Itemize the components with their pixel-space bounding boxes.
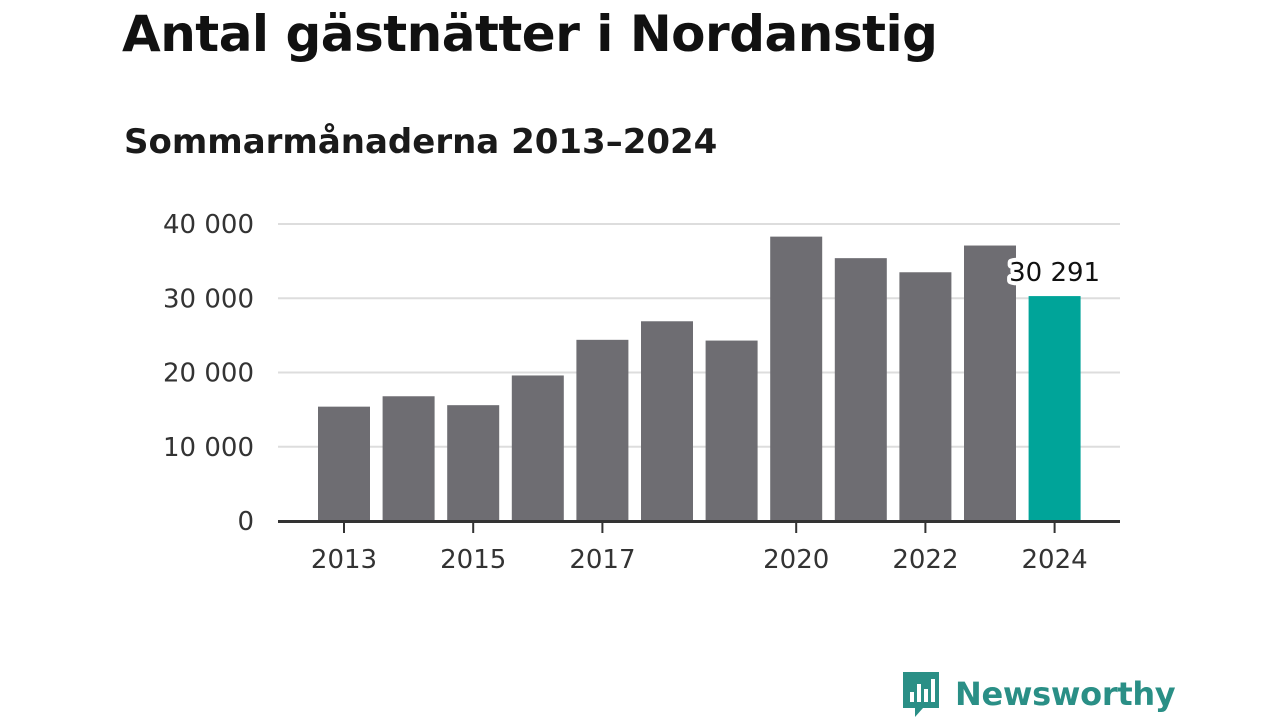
x-tick-label: 2017: [569, 545, 635, 575]
bar-2019: [705, 340, 758, 521]
bar-2020: [770, 236, 823, 521]
bar-2018: [641, 321, 693, 521]
x-tick-label: 2015: [440, 545, 506, 575]
bar-2014: [382, 396, 435, 521]
bars: [318, 236, 1081, 521]
brand-logo: Newsworthy: [901, 670, 1176, 718]
labels: 0 10 000 20 000 30 000 40 000 2013 2015 2017 202…: [163, 210, 1104, 575]
x-tick-label: 2013: [311, 545, 377, 575]
bar-2013: [318, 406, 370, 521]
bar-2023: [964, 245, 1016, 521]
bar-2024: [1028, 296, 1081, 521]
bar-2017: [576, 339, 629, 521]
x-tick-label: 2022: [892, 545, 958, 575]
y-tick-label: 40 000: [163, 210, 254, 240]
chart-subtitle: Sommarmånaderna 2013–2024: [124, 122, 718, 162]
brand-name: Newsworthy: [955, 675, 1176, 713]
x-tick-label: 2024: [1022, 545, 1088, 575]
chart-title: Antal gästnätter i Nordanstig: [122, 5, 938, 63]
bar-2016: [511, 375, 564, 521]
bar-2015: [447, 405, 500, 521]
chart-bubble-icon: [903, 672, 939, 717]
data-label-2024: 30 291: [1009, 258, 1100, 288]
data-label-halo: 30 291: [1009, 258, 1100, 288]
y-tick-label: 20 000: [163, 359, 254, 389]
bar-2021: [834, 258, 887, 521]
y-tick-label: 10 000: [163, 433, 254, 463]
axes: [278, 520, 1120, 533]
bar-2022: [899, 272, 952, 521]
x-tick-label: 2020: [763, 545, 829, 575]
y-tick-label: 30 000: [163, 284, 254, 314]
y-tick-label: 0: [237, 507, 254, 537]
